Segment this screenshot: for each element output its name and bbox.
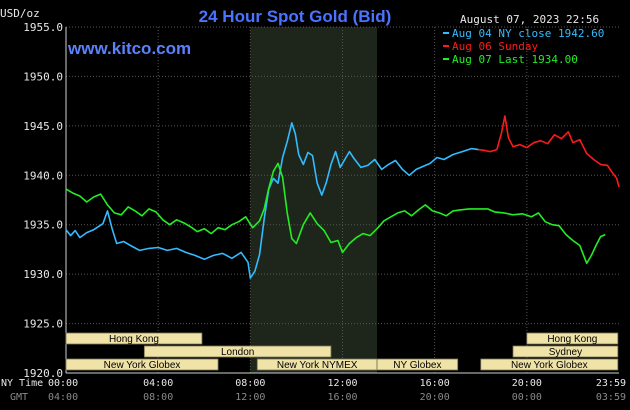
session-label: Hong Kong <box>109 334 159 345</box>
site-label: www.kitco.com <box>67 39 191 58</box>
session-label: New York Globex <box>511 360 588 371</box>
session-label: London <box>221 347 254 358</box>
y-tick-label: 1945.0 <box>23 120 63 133</box>
x-tick-gmt: 20:00 <box>420 392 450 403</box>
session-bar <box>376 358 459 371</box>
legend-label: Aug 04 NY close 1942.60 <box>452 27 604 40</box>
session-label: New York Globex <box>104 360 181 371</box>
session-label: Sydney <box>549 347 582 358</box>
x-tick-ny: 12:00 <box>327 378 357 389</box>
chart-title: 24 Hour Spot Gold (Bid) <box>199 7 392 26</box>
x-tick-gmt: 08:00 <box>143 392 173 403</box>
unit-label: USD/oz <box>0 7 40 20</box>
y-tick-label: 1950.0 <box>23 70 63 83</box>
x-tick-gmt: 00:00 <box>512 392 542 403</box>
x-tick-gmt: 16:00 <box>327 392 357 403</box>
x-tick-ny: 20:00 <box>512 378 542 389</box>
series-line <box>65 122 479 279</box>
gmt-label: GMT <box>10 392 28 403</box>
shaded-region <box>250 27 378 373</box>
session-bar <box>512 345 619 358</box>
legend-label: Aug 07 Last 1934.00 <box>452 53 578 66</box>
x-tick-ny: 04:00 <box>143 378 173 389</box>
x-tick-gmt: 03:59 <box>596 392 626 403</box>
legend-label: Aug 06 Sunday <box>452 40 538 53</box>
x-tick-gmt: 12:00 <box>235 392 265 403</box>
y-axis: 1920.0 1925.0 1930.0 1935.0 1940.0 1945.0 1950… <box>23 21 63 380</box>
y-tick-label: 1940.0 <box>23 169 63 182</box>
session-bar <box>65 358 219 371</box>
series-line <box>65 162 606 265</box>
x-tick-ny: 23:59 <box>596 378 626 389</box>
session-bar <box>143 345 332 358</box>
y-tick-label: 1955.0 <box>23 21 63 34</box>
session-bar <box>480 358 619 371</box>
x-axis: 00:00 04:00 04:00 08:00 08:00 12:00 12:00 16:00… <box>1 378 626 403</box>
datetime-label: August 07, 2023 22:56 <box>460 13 599 26</box>
x-tick-gmt: 04:00 <box>48 392 78 403</box>
series-line <box>478 115 620 188</box>
x-tick-ny: 16:00 <box>420 378 450 389</box>
session-bar <box>526 332 619 345</box>
y-tick-label: 1920.0 <box>23 367 63 380</box>
market-sessions: Hong Kong London New York Globex New York N… <box>65 332 619 371</box>
price-series <box>65 115 620 279</box>
y-tick-label: 1930.0 <box>23 268 63 281</box>
session-label: Hong Kong <box>547 334 597 345</box>
x-tick-ny: 08:00 <box>235 378 265 389</box>
plot-area <box>65 26 619 374</box>
session-label: NY Globex <box>393 360 441 371</box>
session-label: New York NYMEX <box>277 360 358 371</box>
ny-time-label: NY Time <box>1 378 43 389</box>
x-tick-ny: 00:00 <box>48 378 78 389</box>
y-tick-label: 1935.0 <box>23 219 63 232</box>
session-bar <box>65 332 203 345</box>
y-tick-label: 1925.0 <box>23 318 63 331</box>
